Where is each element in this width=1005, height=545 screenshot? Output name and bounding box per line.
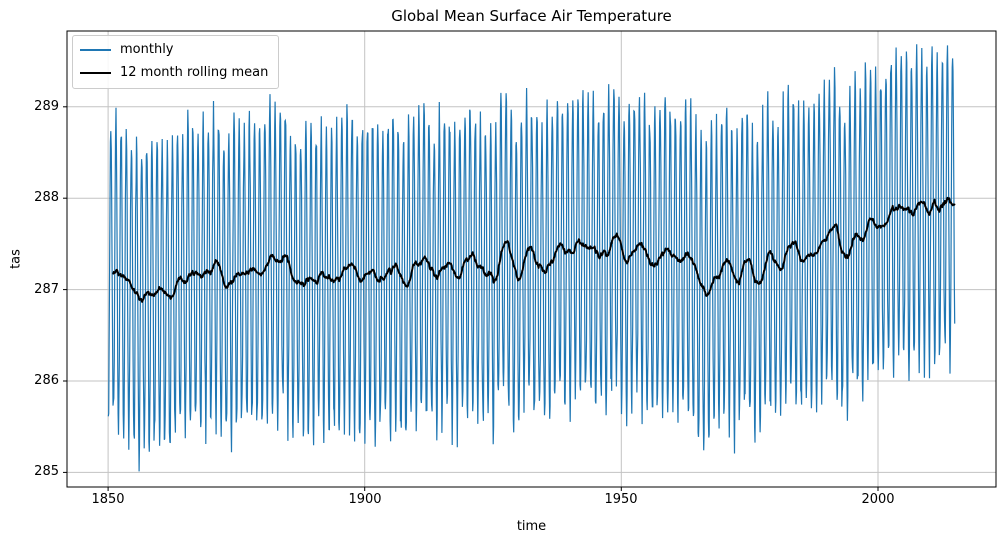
y-tick-label: 287 bbox=[34, 282, 59, 297]
x-axis-label: time bbox=[516, 519, 547, 534]
tick-marks bbox=[63, 106, 879, 491]
y-axis-label: tas bbox=[8, 249, 24, 269]
plot-border bbox=[66, 30, 997, 488]
chart-title: Global Mean Surface Air Temperature bbox=[391, 7, 672, 25]
x-tick-label: 2000 bbox=[861, 492, 895, 507]
rolling-mean-line bbox=[112, 196, 956, 303]
x-tick-label: 1950 bbox=[604, 492, 638, 507]
x-tick-label: 1850 bbox=[91, 492, 125, 507]
legend-line-rolling-mean bbox=[80, 72, 111, 74]
legend-item-rolling-mean: 12 month rolling mean bbox=[80, 65, 268, 81]
x-tick-label: 1900 bbox=[348, 492, 382, 507]
y-tick-label: 289 bbox=[34, 99, 59, 114]
legend-label-monthly: monthly bbox=[120, 42, 174, 57]
monthly-line bbox=[107, 44, 956, 472]
legend: monthly 12 month rolling mean bbox=[72, 35, 280, 89]
y-tick-label: 285 bbox=[34, 464, 59, 479]
y-tick-label: 286 bbox=[34, 373, 59, 388]
y-tick-label: 288 bbox=[34, 190, 59, 205]
legend-item-monthly: monthly bbox=[80, 42, 268, 58]
legend-line-monthly bbox=[80, 49, 111, 51]
legend-label-rolling-mean: 12 month rolling mean bbox=[120, 65, 269, 80]
